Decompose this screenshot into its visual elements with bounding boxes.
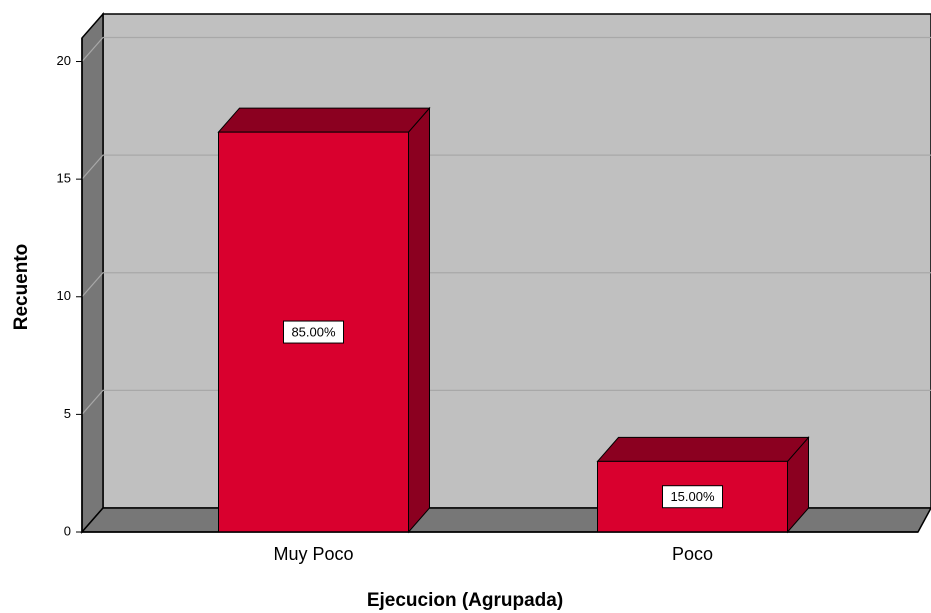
x-axis-title: Ejecucion (Agrupada): [367, 590, 563, 611]
data-label: 85.00%: [291, 324, 336, 339]
y-axis-title: Recuento: [11, 244, 32, 331]
y-tick-label: 10: [57, 288, 71, 303]
y-tick-label: 15: [57, 171, 71, 186]
grid-line: [81, 154, 931, 180]
bar-top: [596, 436, 810, 462]
grid-line: [81, 389, 931, 415]
y-tick-label: 20: [57, 53, 71, 68]
bar-side: [408, 106, 430, 534]
bar: [596, 436, 810, 534]
data-label-box: [283, 320, 344, 344]
data-label-box: [662, 485, 723, 509]
bar: [217, 106, 431, 534]
grid-line: [81, 36, 931, 62]
grid-line: [81, 272, 931, 298]
bar-top: [217, 107, 431, 133]
x-tick-label: Poco: [672, 544, 713, 564]
left-wall: [81, 12, 104, 534]
x-tick-label: Muy Poco: [273, 544, 353, 564]
y-tick-label: 5: [64, 406, 71, 421]
y-tick-label: 0: [64, 523, 71, 538]
data-label: 15.00%: [670, 489, 715, 504]
